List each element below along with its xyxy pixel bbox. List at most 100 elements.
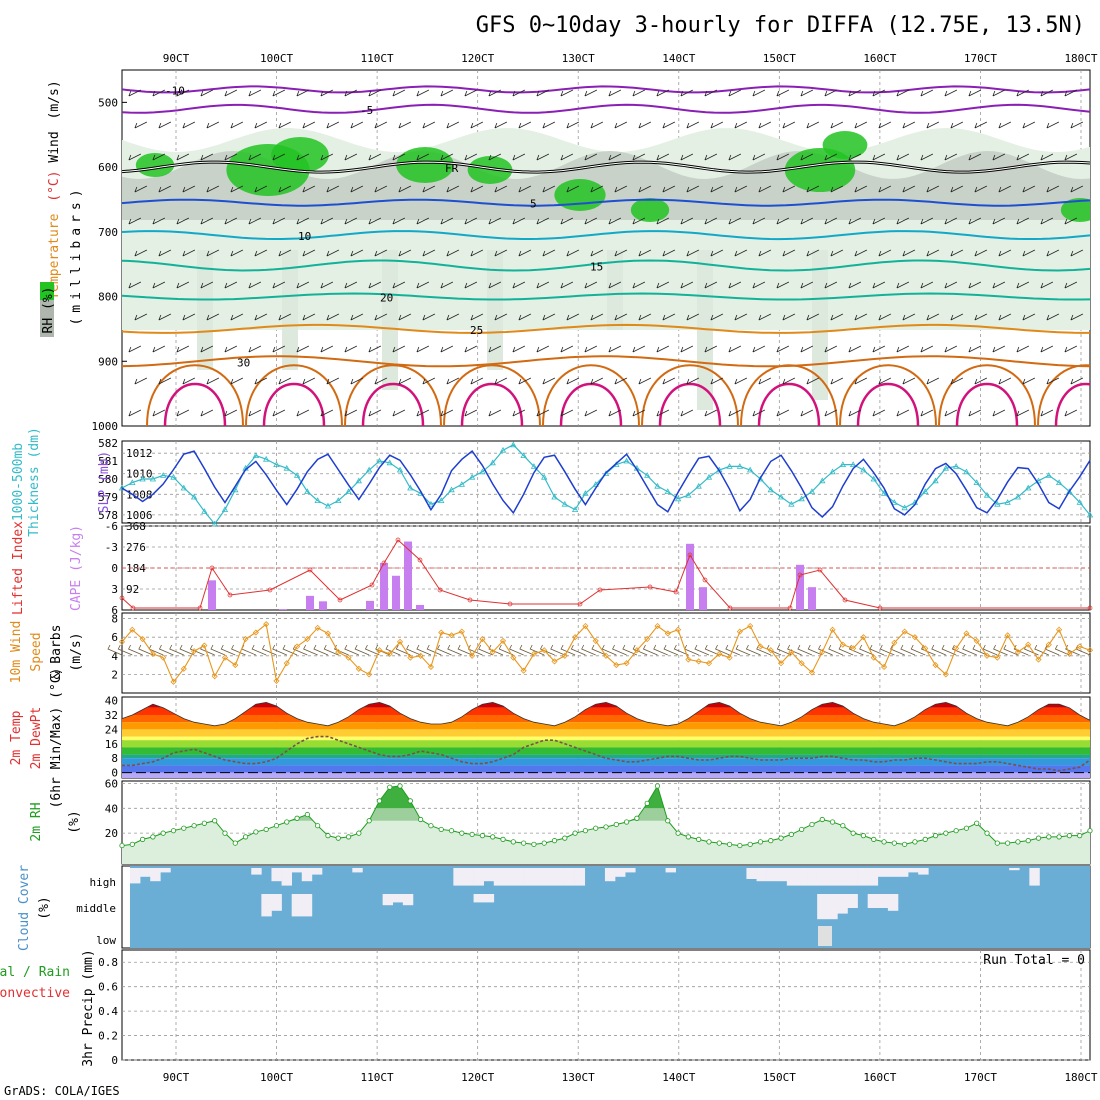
cloud-middle-68	[817, 894, 828, 920]
li-marker-18	[673, 589, 679, 595]
barb-544-346	[536, 345, 550, 353]
wind-marker-31	[438, 629, 445, 636]
ua-ytick-1000: 1000	[92, 420, 119, 433]
barb-448-346	[440, 345, 454, 353]
wind-marker-21	[335, 649, 342, 656]
isotherm-label-7: 25	[470, 324, 483, 337]
barb-976-186	[974, 185, 988, 193]
barb-760-250	[758, 249, 772, 257]
barb-496-122	[494, 121, 508, 129]
temp-color-fill	[122, 702, 1090, 778]
thickness-marker-60	[736, 463, 744, 469]
barb-928-154	[920, 153, 934, 161]
cape-ytick-368: 368	[126, 520, 146, 533]
rh-marker-39	[521, 840, 527, 846]
wind-marker-93	[1076, 643, 1083, 650]
barb-520-282	[512, 281, 526, 289]
barb-352-154	[344, 153, 358, 161]
rh-marker-14	[263, 826, 269, 833]
barb-352-122	[350, 121, 364, 129]
barb-448-218	[440, 217, 454, 225]
barb-1000-346	[992, 345, 1006, 353]
wind-marker-92	[1066, 650, 1073, 657]
thickness-marker-13	[252, 452, 260, 458]
barb-664-154	[656, 153, 670, 161]
slp-ytick-1012: 1012	[126, 447, 153, 460]
rh-marker-62	[757, 839, 764, 845]
barb-184-186	[182, 185, 196, 193]
surface-loop-0	[163, 382, 227, 426]
barb-856-378	[854, 377, 868, 385]
cloud-middle-25	[382, 894, 394, 906]
rh-marker-76	[902, 841, 908, 847]
barb-1048-410	[1040, 409, 1054, 417]
rh-shading	[122, 85, 1090, 426]
li-marker-19	[687, 552, 693, 558]
barb-184-346	[176, 345, 190, 353]
barb-424-346	[416, 345, 430, 353]
barb-424-410	[416, 409, 430, 417]
wind-barb-78	[910, 644, 926, 656]
wind-ytick-4: 4	[111, 650, 118, 663]
wind-marker-82	[963, 630, 970, 637]
wind-label-d: (m/s)	[69, 632, 84, 671]
barb-1048-90	[1040, 89, 1054, 97]
barb-976-154	[968, 153, 982, 161]
barb-160-218	[152, 217, 166, 225]
wind-barb-23	[344, 644, 360, 656]
rh-plume-4	[607, 250, 623, 330]
cloud-high-49	[625, 868, 636, 873]
barb-952-346	[944, 345, 958, 353]
rh-marker-18	[304, 811, 310, 818]
wind-marker-48	[613, 662, 620, 669]
barb-472-154	[464, 153, 478, 161]
wind-barb-67	[797, 644, 813, 656]
barb-232-250	[230, 249, 244, 257]
thickness-marker-15	[273, 461, 280, 467]
barb-496-282	[488, 281, 502, 289]
li-marker-15	[577, 601, 583, 607]
rh-marker-89	[1035, 835, 1042, 841]
slp-ytick-1006: 1006	[126, 509, 153, 522]
barb-808-122	[806, 121, 820, 129]
wind-marker-59	[726, 654, 733, 661]
barb-904-90	[896, 89, 910, 97]
barb-328-122	[326, 121, 340, 129]
wind-barb-49	[612, 644, 627, 656]
barb-736-122	[734, 121, 748, 129]
rh-marker-85	[994, 840, 1000, 846]
cape-bar-5	[380, 562, 388, 610]
rh-marker-42	[551, 838, 558, 844]
cloud-middle-14	[271, 894, 282, 911]
barb-688-122	[686, 121, 700, 129]
barb-400-378	[398, 377, 412, 385]
rh-marker-49	[623, 819, 630, 825]
li-marker-17	[647, 584, 653, 590]
barb-904-154	[896, 153, 910, 161]
rh-marker-50	[634, 815, 640, 821]
li-marker-21	[727, 605, 733, 611]
barb-880-122	[878, 121, 892, 129]
thickness-marker-1	[129, 479, 136, 485]
barb-664-186	[662, 185, 676, 193]
barb-280-314	[278, 313, 292, 321]
barb-1024-314	[1022, 313, 1036, 321]
thickness-marker-30	[427, 500, 435, 507]
wind-barb-3	[138, 644, 154, 656]
cloud-middle-74	[877, 894, 889, 908]
thickness-marker-91	[1055, 479, 1063, 485]
barb-280-378	[278, 377, 292, 385]
barb-304-346	[296, 345, 310, 353]
barb-1072-90	[1064, 89, 1078, 97]
barb-904-282	[896, 281, 910, 289]
barb-688-154	[680, 153, 694, 161]
thickness-marker-25	[376, 457, 383, 464]
barb-712-346	[704, 345, 718, 353]
rh-marker-83	[974, 820, 980, 826]
slp-line	[121, 450, 1091, 518]
wind-marker-73	[870, 654, 877, 661]
wind-barb-25	[364, 644, 380, 656]
wind-marker-43	[561, 652, 568, 659]
cloud-high-0	[130, 868, 141, 884]
barb-472-410	[464, 409, 478, 417]
